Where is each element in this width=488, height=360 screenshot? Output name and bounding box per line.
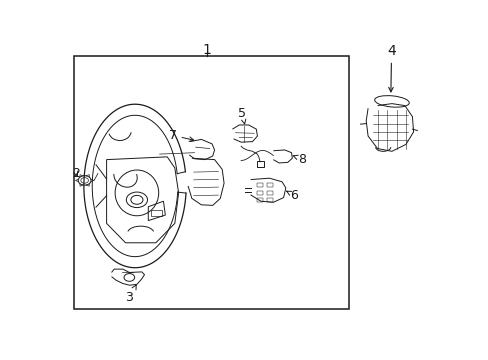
Text: 2: 2 bbox=[72, 167, 80, 180]
Bar bbox=[266, 191, 272, 194]
Text: 6: 6 bbox=[286, 189, 297, 202]
Bar bbox=[257, 198, 263, 202]
Bar bbox=[266, 198, 272, 202]
Bar bbox=[74, 56, 348, 309]
Bar bbox=[257, 184, 263, 187]
Bar bbox=[266, 184, 272, 187]
Bar bbox=[151, 210, 162, 216]
Bar bbox=[257, 191, 263, 194]
Text: 3: 3 bbox=[125, 285, 136, 304]
Text: 5: 5 bbox=[238, 107, 246, 124]
Bar bbox=[257, 161, 264, 167]
Text: 7: 7 bbox=[168, 129, 193, 142]
Text: 1: 1 bbox=[202, 42, 211, 57]
Text: 8: 8 bbox=[292, 153, 306, 166]
Text: 4: 4 bbox=[386, 44, 395, 92]
